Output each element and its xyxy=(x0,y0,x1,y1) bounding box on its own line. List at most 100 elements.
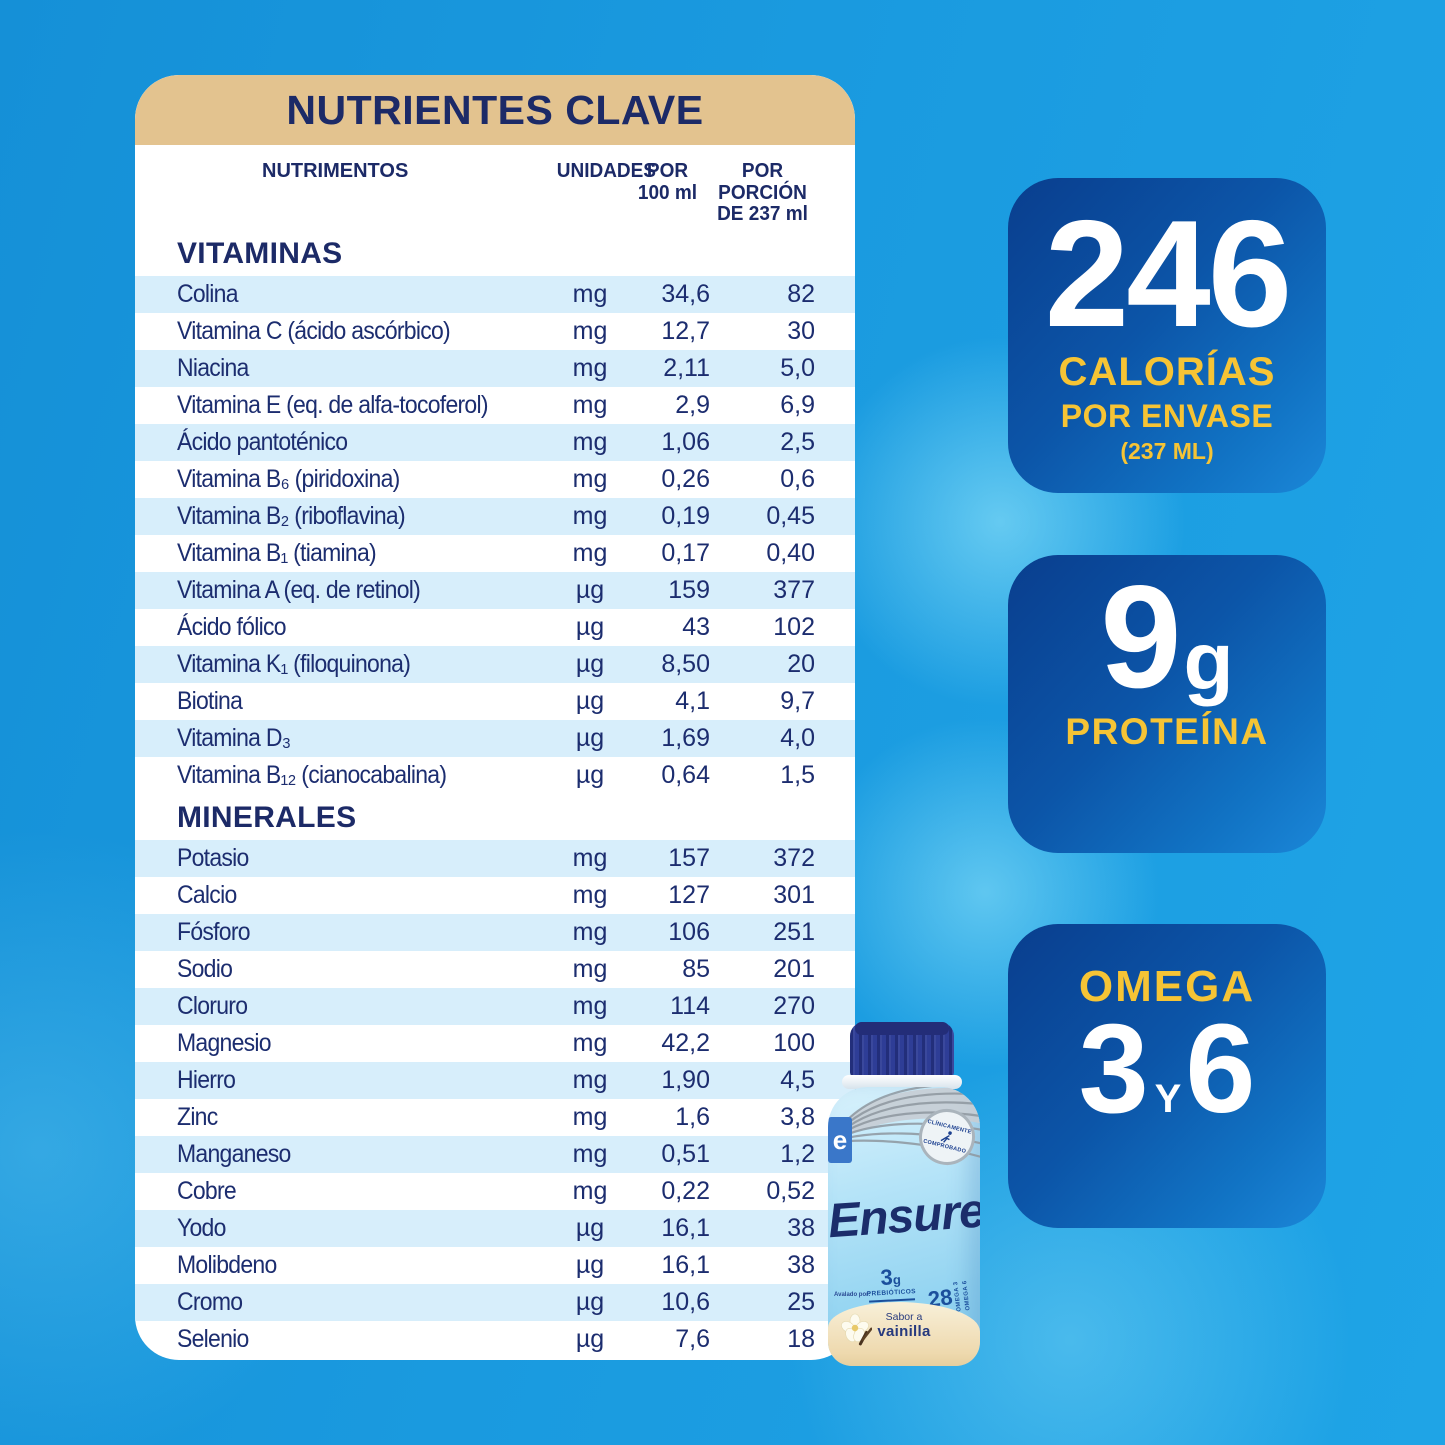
table-row: Vitamina C (ácido ascórbico) mg 12,7 30 xyxy=(135,313,855,350)
value-per-portion: 6,9 xyxy=(780,390,815,419)
table-header-row: NUTRIMENTOS UNIDADES POR 100 ml POR PORC… xyxy=(135,145,855,230)
value-per-100ml: 1,06 xyxy=(661,427,710,456)
table-row: Fósforo mg 106 251 xyxy=(135,913,855,951)
value-per-portion: 30 xyxy=(787,316,815,345)
value-per-100ml: 127 xyxy=(668,880,710,909)
protein-value: 9 xyxy=(1100,555,1182,718)
clinical-seal: CLÍNICAMENTE COMPROBADO xyxy=(913,1103,980,1171)
table-row: Cloruro mg 114 270 xyxy=(135,987,855,1025)
value-per-portion: 4,5 xyxy=(780,1065,815,1094)
omega-and: Y xyxy=(1154,1077,1182,1121)
value-per-portion: 2,5 xyxy=(780,427,815,456)
section-label: VITAMINAS xyxy=(177,236,343,270)
value-per-portion: 377 xyxy=(773,575,815,604)
section-rows: Potasio mg 157 372 Calcio mg 127 301 Fós… xyxy=(135,839,855,1358)
protein-value-row: 9 g xyxy=(1100,555,1234,718)
table-row: Magnesio mg 42,2 100 xyxy=(135,1025,855,1062)
nutrient-unit: µg xyxy=(575,1287,605,1316)
table-row: Potasio mg 157 372 xyxy=(135,839,855,877)
table-section: MINERALES Potasio mg 157 372 Calcio mg 1… xyxy=(135,794,855,1358)
prebiotics-value: 3g xyxy=(879,1264,902,1290)
value-per-100ml: 157 xyxy=(668,843,710,872)
value-per-100ml: 4,1 xyxy=(675,686,710,715)
protein-label: PROTEÍNA xyxy=(1065,710,1269,752)
table-row: Biotina µg 4,1 9,7 xyxy=(135,683,855,720)
nutrient-name: Manganeso xyxy=(177,1139,291,1168)
value-per-100ml: 10,6 xyxy=(661,1287,710,1316)
protein-unit: g xyxy=(1183,616,1234,708)
ensure-square-logo: e xyxy=(828,1117,852,1163)
value-per-100ml: 0,19 xyxy=(661,501,710,530)
table-body: VITAMINAS Colina mg 34,6 82 Vitamina C (… xyxy=(135,230,855,1358)
table-row: Niacina mg 2,11 5,0 xyxy=(135,349,855,387)
table-row: Colina mg 34,6 82 xyxy=(135,275,855,313)
omega-numbers-row: 3 Y 6 xyxy=(1079,1006,1256,1132)
nutrient-name: Molibdeno xyxy=(177,1250,277,1279)
value-per-portion: 18 xyxy=(787,1324,815,1353)
calories-label: CALORÍAS xyxy=(1058,349,1276,394)
brand-wordmark: Ensure® xyxy=(828,1184,980,1249)
nutrient-unit: mg xyxy=(572,353,608,382)
vanilla-flower-graphic xyxy=(841,1313,872,1346)
section-rows: Colina mg 34,6 82 Vitamina C (ácido ascó… xyxy=(135,275,855,794)
value-per-portion: 301 xyxy=(773,880,815,909)
nutrient-name: Vitamina K₁ (filoquinona) xyxy=(177,649,411,678)
value-per-portion: 38 xyxy=(787,1213,815,1242)
omega-badge: OMEGA 3 Y 6 xyxy=(1008,924,1326,1228)
table-row: Molibdeno µg 16,1 38 xyxy=(135,1247,855,1284)
value-per-100ml: 1,69 xyxy=(661,723,710,752)
calories-value: 246 xyxy=(1044,189,1293,359)
nutrient-name: Ácido fólico xyxy=(177,612,287,641)
value-per-portion: 1,2 xyxy=(780,1139,815,1168)
value-per-portion: 372 xyxy=(773,843,815,872)
nutrient-unit: mg xyxy=(572,843,608,872)
table-row: Vitamina B₂ (riboflavina) mg 0,19 0,45 xyxy=(135,497,855,535)
nutrient-name: Vitamina A (eq. de retinol) xyxy=(177,575,421,604)
omega-6: 6 xyxy=(1185,998,1256,1139)
value-per-100ml: 2,9 xyxy=(675,390,710,419)
card-title: NUTRIENTES CLAVE xyxy=(286,86,704,133)
card-title-band: NUTRIENTES CLAVE xyxy=(135,75,855,145)
nutrient-unit: mg xyxy=(572,501,608,530)
value-per-100ml: 43 xyxy=(682,612,710,641)
nutrient-unit: µg xyxy=(575,723,605,752)
value-per-100ml: 16,1 xyxy=(661,1250,710,1279)
nutrient-name: Yodo xyxy=(177,1213,226,1242)
value-per-100ml: 106 xyxy=(668,917,710,946)
bottle-neck-ring xyxy=(842,1075,962,1089)
value-per-portion: 3,8 xyxy=(780,1102,815,1131)
value-per-100ml: 2,11 xyxy=(663,353,710,382)
nutrient-name: Potasio xyxy=(177,843,249,872)
column-header-nutrients: NUTRIMENTOS xyxy=(262,160,409,182)
nutrient-name: Fósforo xyxy=(177,917,251,946)
value-per-portion: 5,0 xyxy=(780,353,815,382)
value-per-portion: 201 xyxy=(773,954,815,983)
value-per-portion: 1,5 xyxy=(780,760,815,789)
value-per-100ml: 8,50 xyxy=(661,649,710,678)
table-row: Cobre mg 0,22 0,52 xyxy=(135,1173,855,1210)
column-header-units: UNIDADES xyxy=(556,160,656,182)
value-per-portion: 251 xyxy=(773,917,815,946)
nutrient-name: Vitamina B₁ (tiamina) xyxy=(177,538,377,567)
value-per-100ml: 0,26 xyxy=(661,464,710,493)
nutrient-unit: mg xyxy=(572,917,608,946)
nutrient-unit: mg xyxy=(572,991,608,1020)
table-row: Vitamina E (eq. de alfa-tocoferol) mg 2,… xyxy=(135,387,855,424)
nutrient-unit: mg xyxy=(572,880,608,909)
nutrient-name: Vitamina B₂ (riboflavina) xyxy=(177,501,406,530)
table-row: Zinc mg 1,6 3,8 xyxy=(135,1099,855,1136)
nutrient-unit: µg xyxy=(575,1324,605,1353)
value-per-100ml: 7,6 xyxy=(675,1324,710,1353)
nutrient-name: Selenio xyxy=(177,1324,249,1353)
value-per-100ml: 16,1 xyxy=(661,1213,710,1242)
nutrient-unit: mg xyxy=(572,1176,608,1205)
nutrients-card: NUTRIENTES CLAVE NUTRIMENTOS UNIDADES PO… xyxy=(135,75,855,1360)
nutrient-name: Vitamina B₆ (piridoxina) xyxy=(177,464,400,493)
value-per-portion: 82 xyxy=(787,279,815,308)
value-per-100ml: 34,6 xyxy=(661,279,710,308)
value-per-portion: 25 xyxy=(787,1287,815,1316)
nutrient-unit: µg xyxy=(575,612,605,641)
table-row: Vitamina D₃ µg 1,69 4,0 xyxy=(135,719,855,757)
omega6-side-label: OMEGA 6 xyxy=(962,1279,973,1311)
